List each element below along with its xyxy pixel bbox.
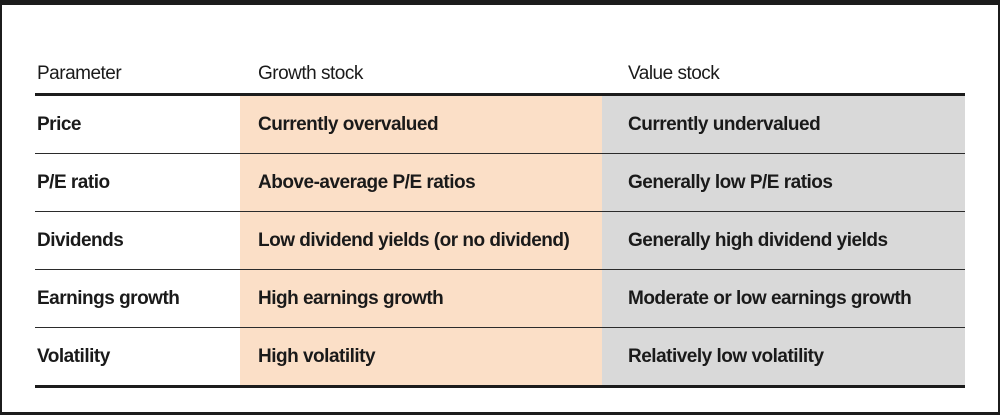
growth-cell: High volatility (240, 328, 602, 385)
parameter-cell: Earnings growth (37, 287, 180, 309)
value-cell: Generally low P/E ratios (602, 154, 965, 211)
value-cell: Generally high dividend yields (602, 212, 965, 269)
parameter-cell: Volatility (37, 345, 110, 367)
table-header-row: Parameter Growth stock Value stock (35, 55, 965, 96)
column-header-growth-stock: Growth stock (258, 63, 363, 84)
column-header-value-stock: Value stock (628, 63, 720, 84)
growth-cell: Low dividend yields (or no dividend) (240, 212, 602, 269)
stock-comparison-table: Parameter Growth stock Value stock Price… (35, 55, 965, 388)
column-header-parameter: Parameter (37, 63, 122, 84)
growth-cell: High earnings growth (240, 270, 602, 327)
top-rule (2, 0, 998, 5)
parameter-cell: Dividends (37, 229, 124, 251)
growth-cell: Currently overvalued (240, 96, 602, 153)
value-cell: Currently undervalued (602, 96, 965, 153)
value-cell: Relatively low volatility (602, 328, 965, 385)
growth-cell: Above-average P/E ratios (240, 154, 602, 211)
table-body: Price Currently overvalued Currently und… (35, 96, 965, 388)
table-row-earnings-growth: Earnings growth High earnings growth Mod… (35, 270, 965, 328)
value-cell: Moderate or low earnings growth (602, 270, 965, 327)
table-row-pe-ratio: P/E ratio Above-average P/E ratios Gener… (35, 154, 965, 212)
parameter-cell: Price (37, 113, 81, 135)
table-row-dividends: Dividends Low dividend yields (or no div… (35, 212, 965, 270)
table-row-volatility: Volatility High volatility Relatively lo… (35, 328, 965, 388)
table-row-price: Price Currently overvalued Currently und… (35, 96, 965, 154)
parameter-cell: P/E ratio (37, 171, 110, 193)
